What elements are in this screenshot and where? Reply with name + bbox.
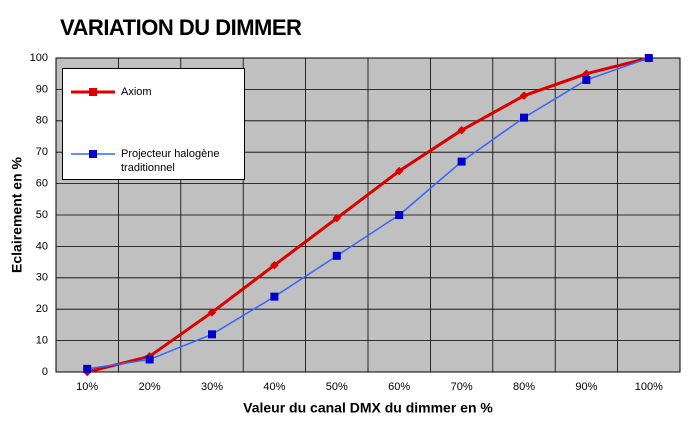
y-tick-label: 30 [36, 272, 48, 284]
legend-item: Projecteur halogène traditionnel [69, 147, 241, 175]
y-tick-label: 80 [36, 115, 48, 127]
marker [457, 157, 466, 166]
x-tick-label: 30% [201, 381, 223, 393]
x-tick-label: 40% [263, 381, 285, 393]
x-tick-label: 50% [326, 381, 348, 393]
x-tick-label: 100% [635, 381, 663, 393]
x-tick-label: 20% [139, 381, 161, 393]
x-tick-label: 70% [451, 381, 473, 393]
marker [270, 260, 279, 270]
marker [644, 54, 653, 62]
y-tick-label: 100 [30, 52, 48, 64]
x-axis-label: Valeur du canal DMX du dimmer en % [243, 400, 493, 416]
x-tick-label: 10% [76, 381, 98, 393]
y-tick-label: 20 [36, 303, 48, 315]
y-tick-label: 90 [36, 83, 48, 95]
legend-swatch [71, 150, 115, 158]
legend-marker [89, 88, 97, 96]
x-tick-label: 90% [575, 381, 597, 393]
legend-item: Axiom [69, 85, 241, 99]
legend-label: Projecteur halogène traditionnel [121, 148, 220, 174]
marker [332, 213, 342, 223]
x-tick-label: 80% [513, 381, 535, 393]
marker [270, 292, 279, 301]
legend-swatch [71, 88, 115, 96]
y-axis-label: Eclairement en % [9, 156, 25, 272]
marker [394, 166, 404, 176]
marker [520, 113, 528, 122]
y-tick-label: 70 [36, 146, 48, 158]
legend: Axiom Projecteur halogène traditionnel [62, 68, 245, 180]
marker [332, 251, 341, 260]
marker [145, 355, 154, 364]
legend-label: Axiom [121, 86, 152, 98]
chart-title: VARIATION DU DIMMER [60, 15, 302, 40]
series-line [87, 57, 650, 370]
y-tick-label: 40 [36, 240, 48, 252]
marker [83, 364, 92, 373]
y-tick-label: 10 [36, 335, 48, 347]
marker [208, 330, 216, 339]
marker [395, 211, 404, 219]
y-tick-label: 0 [42, 366, 48, 378]
series-line [86, 56, 650, 374]
x-tick-label: 60% [388, 381, 410, 393]
legend-marker [89, 150, 97, 158]
marker [582, 75, 591, 84]
marker [457, 125, 466, 135]
y-tick-label: 50 [36, 209, 48, 221]
marker [207, 308, 217, 317]
y-tick-label: 60 [36, 178, 48, 190]
plot-border [55, 57, 681, 373]
